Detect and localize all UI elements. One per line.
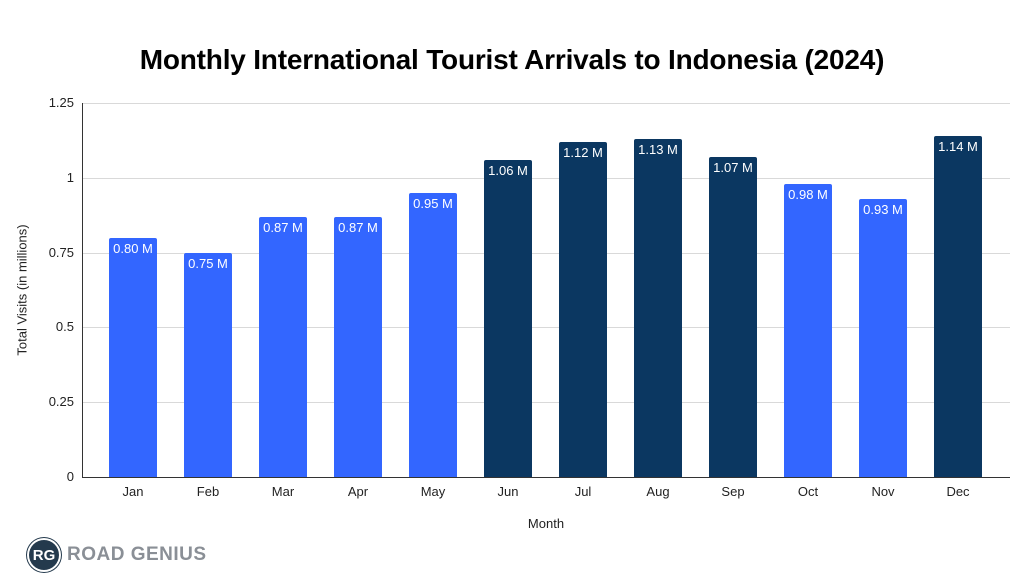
bar-value-label: 0.75 M <box>188 255 228 271</box>
bar-value-label: 0.98 M <box>788 186 828 202</box>
x-axis-line <box>82 477 1010 478</box>
bar-may: 0.95 M <box>409 192 457 477</box>
y-axis-line <box>82 103 83 478</box>
gridline <box>82 327 1010 329</box>
bar-jun: 1.06 M <box>484 159 532 477</box>
bar-value-label: 1.13 M <box>638 141 678 157</box>
gridline <box>82 177 1010 179</box>
bar-nov: 0.93 M <box>859 198 907 477</box>
x-tick-label: Dec <box>946 484 970 499</box>
rg-badge-icon: RG <box>27 538 61 572</box>
bar-mar: 0.87 M <box>259 216 307 477</box>
bar-value-label: 0.95 M <box>413 195 453 211</box>
bar-value-label: 0.93 M <box>863 201 903 217</box>
x-tick-label: Apr <box>347 484 369 499</box>
y-tick-label: 0.25 <box>48 394 74 410</box>
bar-oct: 0.98 M <box>784 183 832 477</box>
x-tick-label: May <box>420 484 446 499</box>
road-genius-logo: RG ROAD GENIUS <box>27 538 207 572</box>
bar-value-label: 0.87 M <box>263 219 303 235</box>
gridline <box>82 402 1010 404</box>
y-tick-label: 0.75 <box>48 244 74 260</box>
bar-jul: 1.12 M <box>559 141 607 477</box>
x-tick-label: Feb <box>196 484 220 499</box>
x-axis-label: Month <box>527 516 565 531</box>
x-tick-label: Sep <box>721 484 745 499</box>
bar-apr: 0.87 M <box>334 216 382 477</box>
y-tick-label: 1 <box>66 169 74 185</box>
bar-value-label: 1.14 M <box>938 138 978 154</box>
gridline <box>82 103 1010 104</box>
bar-value-label: 1.12 M <box>563 144 603 160</box>
bar-jan: 0.80 M <box>109 237 157 477</box>
bar-feb: 0.75 M <box>184 252 232 477</box>
x-tick-label: Jun <box>497 484 519 499</box>
y-tick-label: 0 <box>66 469 74 484</box>
plot-area: 0.80 M 0.75 M 0.87 M 0.87 M 0.95 M 1.06 M 1.12… <box>82 103 1010 477</box>
bar-value-label: 1.06 M <box>488 162 528 178</box>
x-tick-label: Aug <box>646 484 670 499</box>
x-tick-label: Mar <box>271 484 295 499</box>
y-tick-label: 1.25 <box>48 95 74 110</box>
bar-value-label: 0.80 M <box>113 240 153 256</box>
x-tick-label: Nov <box>871 484 895 499</box>
bar-aug: 1.13 M <box>634 138 682 477</box>
x-tick-label: Oct <box>797 484 819 499</box>
brand-name: ROAD GENIUS <box>67 544 207 565</box>
x-tick-label: Jan <box>122 484 144 499</box>
bar-sep: 1.07 M <box>709 156 757 477</box>
bar-value-label: 0.87 M <box>338 219 378 235</box>
x-tick-label: Jul <box>574 484 592 499</box>
gridline <box>82 252 1010 254</box>
bar-dec: 1.14 M <box>934 135 982 477</box>
bar-value-label: 1.07 M <box>713 159 753 175</box>
chart-title: Monthly International Tourist Arrivals t… <box>139 44 885 75</box>
y-tick-label: 0.5 <box>55 319 74 335</box>
